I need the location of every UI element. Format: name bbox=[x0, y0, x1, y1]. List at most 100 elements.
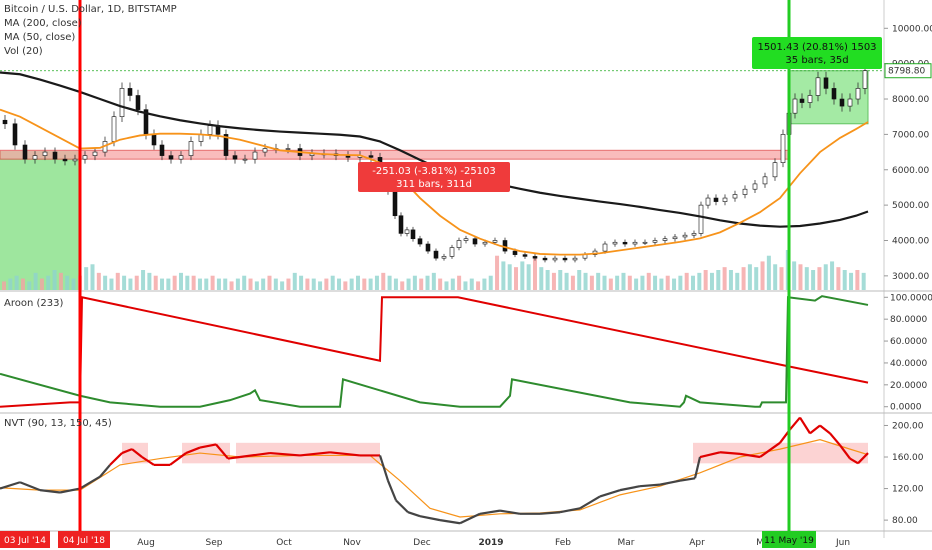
nvt-tick-label: 80.00 bbox=[892, 516, 918, 526]
volume-bar bbox=[267, 275, 272, 290]
volume-bar bbox=[640, 275, 645, 290]
volume-bar bbox=[103, 275, 108, 290]
measure-down-line2: 311 bars, 311d bbox=[396, 179, 472, 190]
nvt-line bbox=[719, 451, 741, 455]
volume-bar bbox=[330, 275, 335, 290]
volume-bar bbox=[166, 278, 171, 290]
volume-bar bbox=[387, 275, 392, 290]
volume-bar bbox=[147, 272, 152, 290]
volume-bar bbox=[20, 278, 25, 290]
candle bbox=[792, 98, 798, 114]
nvt-line bbox=[299, 451, 331, 457]
nvt-label: NVT (90, 13, 150, 45) bbox=[4, 418, 112, 429]
nvt-line bbox=[141, 456, 155, 466]
volume-bar bbox=[84, 267, 89, 290]
volume-bar bbox=[444, 281, 449, 290]
candle bbox=[92, 151, 98, 156]
nvt-line bbox=[459, 512, 481, 525]
volume-bar bbox=[305, 278, 310, 290]
candle bbox=[398, 215, 404, 234]
volume-bar bbox=[381, 272, 386, 290]
candle bbox=[602, 243, 608, 252]
nvt-line bbox=[849, 457, 859, 465]
volume-bar bbox=[659, 278, 664, 290]
x-tick-label: Nov bbox=[343, 538, 361, 548]
nvt-line bbox=[59, 487, 81, 494]
candle bbox=[2, 119, 8, 125]
candle bbox=[532, 256, 538, 259]
volume-bar bbox=[583, 272, 588, 290]
volume-bar bbox=[476, 281, 481, 290]
volume-bar bbox=[58, 272, 63, 290]
volume-bar bbox=[368, 278, 373, 290]
x-tick-label: Apr bbox=[689, 538, 705, 548]
candle bbox=[632, 241, 638, 245]
nvt-line bbox=[579, 495, 601, 510]
volume-bar bbox=[311, 278, 316, 290]
volume-bar bbox=[115, 272, 120, 290]
candle bbox=[159, 144, 165, 156]
candle bbox=[168, 155, 174, 160]
volume-bar bbox=[261, 278, 266, 290]
volume-bar bbox=[760, 261, 765, 290]
candle bbox=[847, 98, 853, 107]
date-badge bbox=[0, 531, 50, 548]
nvt-line bbox=[619, 485, 641, 492]
volume-bar bbox=[286, 278, 291, 290]
volume-bar bbox=[122, 275, 127, 290]
measure-up-line1: 1501.43 (20.81%) 1503 bbox=[757, 42, 876, 53]
candle bbox=[410, 229, 416, 240]
price-tick-label: 10000.00 bbox=[892, 24, 932, 34]
volume-bar bbox=[463, 281, 468, 290]
volume-bar bbox=[766, 255, 771, 290]
nvt-line bbox=[659, 479, 681, 486]
candle bbox=[815, 77, 821, 96]
x-tick-label: 2019 bbox=[478, 538, 503, 548]
nvt-line bbox=[439, 519, 461, 525]
volume-bar bbox=[349, 278, 354, 290]
price-tick-label: 7000.00 bbox=[892, 130, 929, 140]
volume-bar bbox=[52, 270, 57, 290]
last-price-text: 8798.80 bbox=[888, 67, 925, 77]
candle bbox=[72, 158, 78, 162]
volume-bar bbox=[716, 270, 721, 290]
volume-bar bbox=[507, 264, 512, 290]
volume-bar bbox=[39, 278, 44, 290]
volume-bar bbox=[551, 272, 556, 290]
candle bbox=[433, 250, 439, 259]
price-tick-label: 3000.00 bbox=[892, 272, 929, 282]
volume-bar bbox=[653, 275, 658, 290]
candle bbox=[799, 98, 805, 103]
volume-bar bbox=[172, 275, 177, 290]
candle bbox=[732, 194, 738, 199]
candle bbox=[823, 77, 829, 89]
volume-bar bbox=[229, 281, 234, 290]
candle bbox=[32, 155, 38, 160]
candle bbox=[855, 88, 861, 100]
volume-bar bbox=[589, 275, 594, 290]
volume-bar bbox=[248, 278, 253, 290]
candle bbox=[862, 70, 868, 89]
volume-bar bbox=[773, 264, 778, 290]
nvt-line bbox=[789, 416, 801, 431]
nvt-line bbox=[479, 509, 501, 515]
candle bbox=[404, 229, 410, 234]
candle bbox=[642, 241, 648, 244]
candle bbox=[285, 148, 291, 150]
candle bbox=[662, 238, 668, 241]
candle bbox=[831, 88, 837, 100]
date-badge-label: 03 Jul '14 bbox=[4, 536, 46, 546]
volume-bar bbox=[792, 261, 797, 290]
date-badge bbox=[762, 531, 816, 548]
volume-bar bbox=[564, 272, 569, 290]
volume-bar bbox=[457, 275, 462, 290]
nvt-line bbox=[131, 448, 143, 458]
volume-bar bbox=[779, 267, 784, 290]
volume-bar bbox=[412, 275, 417, 290]
nvt-line bbox=[215, 443, 229, 460]
volume-bar bbox=[210, 275, 215, 290]
candle bbox=[82, 155, 88, 160]
volume-bar bbox=[722, 267, 727, 290]
candle bbox=[151, 134, 157, 146]
